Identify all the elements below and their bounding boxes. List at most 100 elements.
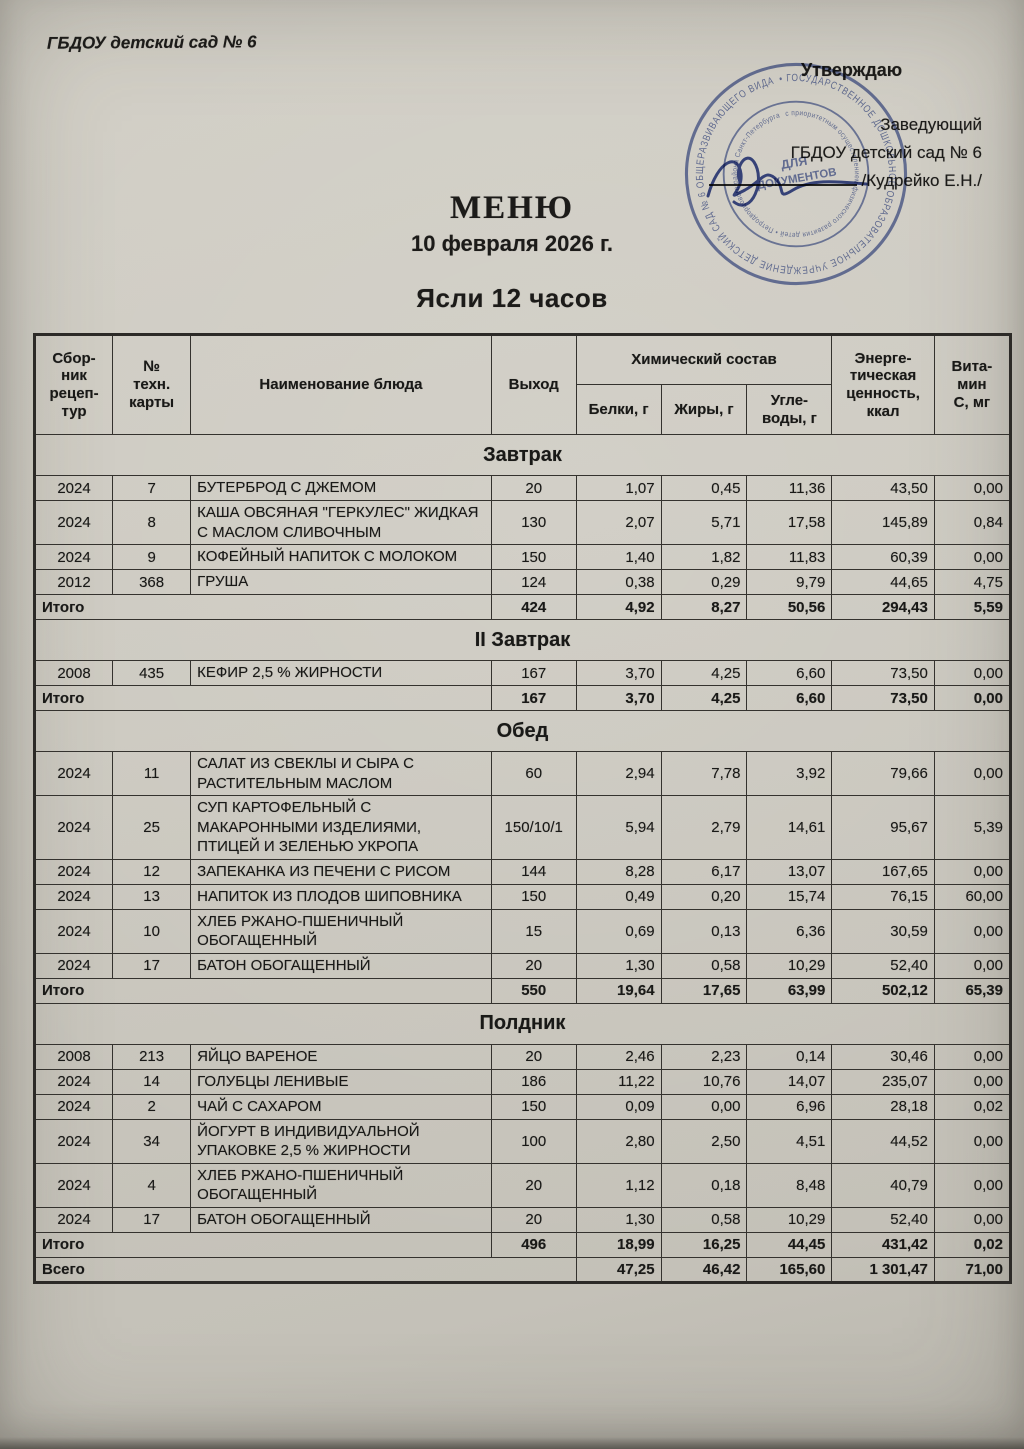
carbs-cell: 6,96: [746, 1093, 833, 1120]
carbs-cell: 6,60: [746, 685, 833, 711]
vitc-cell: 0,00: [933, 1118, 1012, 1164]
menu-row: 2024 10 ХЛЕБ РЖАНО-ПШЕНИЧНЫЙ ОБОГАЩЕННЫЙ 15…: [33, 908, 1012, 954]
carbs-cell: 63,99: [746, 977, 833, 1004]
portion-cell: 20: [490, 1162, 577, 1208]
menu-row: 2024 25 СУП КАРТОФЕЛЬНЫЙ С МАКАРОННЫМИ ИЗД…: [33, 795, 1012, 860]
kcal-cell: 167,65: [831, 858, 935, 885]
fat-cell: 5,71: [660, 500, 748, 545]
carbs-cell: 6,60: [746, 660, 833, 686]
col-header-source: Сбор- ник рецеп- тур: [33, 334, 114, 435]
recipe-source-cell: 2024: [33, 1162, 114, 1208]
fat-cell: 16,25: [660, 1231, 748, 1258]
document-date: 10 февраля 2026 г.: [410, 231, 614, 256]
tech-card-cell: 4: [112, 1162, 192, 1208]
fat-cell: 10,76: [660, 1068, 748, 1095]
recipe-source-cell: 2024: [33, 1093, 114, 1120]
protein-cell: 1,40: [575, 544, 662, 570]
protein-cell: 2,07: [575, 500, 662, 545]
kcal-cell: 145,89: [831, 500, 935, 545]
vitc-cell: 0,00: [933, 858, 1012, 885]
fat-cell: 0,20: [660, 883, 748, 910]
carbs-cell: 11,36: [746, 475, 833, 501]
carbs-cell: 10,29: [746, 952, 833, 979]
fat-cell: 4,25: [660, 685, 748, 711]
protein-cell: 19,64: [575, 977, 662, 1004]
protein-cell: 2,46: [575, 1043, 662, 1070]
menu-row: 2024 17 БАТОН ОБОГАЩЕННЫЙ 20 1,30 0,58 10,29 52…: [33, 1206, 1012, 1233]
protein-cell: 8,28: [575, 858, 662, 885]
portion-cell: 167: [490, 660, 577, 686]
section-total-row: Итого 167 3,70 4,25 6,60 73,50 0,00: [34, 685, 1012, 711]
portion-cell: 20: [490, 952, 577, 979]
dish-name-cell: ГОЛУБЦЫ ЛЕНИВЫЕ: [190, 1068, 492, 1095]
menu-row: 2024 9 КОФЕЙНЫЙ НАПИТОК С МОЛОКОМ 150 1,40 1,…: [33, 544, 1012, 570]
dish-name-cell: САЛАТ ИЗ СВЕКЛЫ И СЫРА С РАСТИТЕЛЬНЫМ МА…: [190, 751, 492, 796]
dish-name-cell: ЧАЙ С САХАРОМ: [190, 1093, 492, 1120]
fat-cell: 0,13: [660, 908, 748, 954]
fat-cell: 4,25: [660, 660, 748, 686]
col-header-fat: Жиры, г: [660, 384, 748, 435]
col-header-dish: Наименование блюда: [190, 334, 492, 435]
stamp-center-line1: ДЛЯ: [780, 154, 809, 172]
kcal-cell: 28,18: [831, 1093, 935, 1120]
portion-cell: 130: [490, 500, 577, 545]
kcal-cell: 60,39: [831, 544, 935, 570]
carbs-cell: 15,74: [746, 883, 833, 910]
dish-name-cell: ЙОГУРТ В ИНДИВИДУАЛЬНОЙ УПАКОВКЕ 2,5 % Ж…: [190, 1118, 492, 1164]
approval-position: Заведующий: [880, 115, 982, 134]
approval-block: Заведующий ГБДОУ детский сад № 6 /Кудрей…: [708, 111, 982, 195]
kcal-cell: 44,52: [831, 1118, 935, 1164]
portion-cell: 20: [490, 1043, 577, 1070]
vitc-cell: 0,00: [933, 475, 1012, 501]
col-header-energy: Энерге- тическая ценность, ккал: [831, 334, 935, 435]
carbs-cell: 0,14: [746, 1043, 833, 1070]
dish-name-cell: БАТОН ОБОГАЩЕННЫЙ: [190, 952, 492, 979]
tech-card-cell: 9: [112, 544, 192, 570]
protein-cell: 2,94: [575, 751, 662, 796]
fat-cell: 46,42: [660, 1256, 748, 1283]
fat-cell: 2,50: [660, 1118, 748, 1164]
tech-card-cell: 8: [112, 500, 192, 545]
vitc-cell: 0,00: [933, 952, 1012, 979]
protein-cell: 18,99: [575, 1231, 662, 1258]
protein-cell: 1,07: [575, 475, 662, 501]
dish-name-cell: ХЛЕБ РЖАНО-ПШЕНИЧНЫЙ ОБОГАЩЕННЫЙ: [190, 908, 492, 954]
menu-row: 2024 2 ЧАЙ С САХАРОМ 150 0,09 0,00 6,96 28,18 0,…: [33, 1093, 1012, 1120]
kcal-cell: 76,15: [831, 883, 935, 910]
approval-signature-line: /Кудрейко Е.Н./: [708, 167, 982, 195]
kcal-cell: 73,50: [831, 660, 935, 686]
dish-name-cell: НАПИТОК ИЗ ПЛОДОВ ШИПОВНИКА: [190, 883, 492, 910]
kcal-cell: 79,66: [831, 751, 935, 796]
fat-cell: 8,27: [660, 594, 748, 620]
portion-cell: 186: [490, 1068, 577, 1095]
section-header-row: Полдник: [34, 1002, 1011, 1045]
portion-cell: 424: [490, 594, 577, 620]
fat-cell: 7,78: [660, 751, 748, 796]
col-header-vitc: Вита- мин С, мг: [933, 334, 1012, 435]
vitc-cell: 0,00: [933, 1043, 1012, 1070]
vitc-cell: 65,39: [933, 977, 1012, 1004]
tech-card-cell: 13: [112, 883, 192, 910]
carbs-cell: 8,48: [746, 1162, 833, 1208]
carbs-cell: 165,60: [746, 1256, 833, 1283]
carbs-cell: 13,07: [746, 858, 833, 885]
protein-cell: 2,80: [575, 1118, 662, 1164]
kcal-cell: 44,65: [831, 569, 935, 595]
recipe-source-cell: 2024: [33, 883, 114, 910]
menu-row: 2024 13 НАПИТОК ИЗ ПЛОДОВ ШИПОВНИКА 150 0,49…: [33, 883, 1012, 910]
tech-card-cell: 17: [112, 952, 192, 979]
protein-cell: 47,25: [575, 1256, 662, 1283]
dish-name-cell: КОФЕЙНЫЙ НАПИТОК С МОЛОКОМ: [190, 544, 492, 570]
portion-cell: 100: [490, 1118, 577, 1164]
section-header-row: Обед: [34, 710, 1011, 752]
fat-cell: 17,65: [660, 977, 748, 1004]
protein-cell: 0,09: [575, 1093, 662, 1120]
protein-cell: 1,12: [575, 1162, 662, 1208]
dish-name-cell: БУТЕРБРОД С ДЖЕМОМ: [190, 475, 492, 501]
fat-cell: 6,17: [660, 858, 748, 885]
total-label-cell: Итого: [34, 594, 492, 620]
recipe-source-cell: 2024: [33, 1206, 114, 1233]
recipe-source-cell: 2024: [33, 544, 114, 570]
col-header-protein: Белки, г: [575, 384, 662, 435]
